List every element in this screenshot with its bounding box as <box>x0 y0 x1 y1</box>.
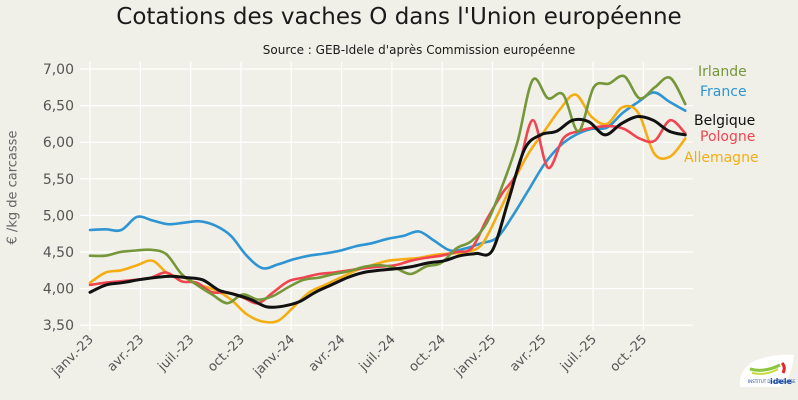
y-tick-label: 4,00 <box>43 282 74 298</box>
y-tick-label: 7,00 <box>43 62 74 78</box>
x-axis-ticks: janv.-23 avr.-23 juil.-23 oct.-23 janv.-24 av… <box>49 332 650 380</box>
x-tick-label: avr.-23 <box>105 332 148 375</box>
legend-pologne: Pologne <box>700 129 755 145</box>
x-tick-label: oct.-25 <box>607 332 650 375</box>
data-series <box>88 74 687 324</box>
y-tick-label: 5,50 <box>43 172 74 188</box>
x-tick-label: juil.-23 <box>155 332 198 375</box>
series-line-irlande <box>88 74 687 305</box>
legend-belgique: Belgique <box>694 113 755 129</box>
svg-text:idele: idele <box>770 377 793 386</box>
x-tick-label: avr.-24 <box>306 332 349 375</box>
x-tick-label: juil.-24 <box>356 332 399 375</box>
chart-subtitle: Source : GEB-Idele d'après Commission eu… <box>262 43 576 57</box>
legend-france: France <box>700 84 747 100</box>
y-tick-label: 4,50 <box>43 245 74 261</box>
y-tick-label: 6,50 <box>43 99 74 115</box>
legend-allemagne: Allemagne <box>684 150 759 166</box>
y-axis-ticks: 3,50 4,00 4,50 5,00 5,50 6,00 6,50 7,00 <box>43 62 74 334</box>
x-tick-label: janv.-23 <box>49 332 97 380</box>
x-tick-label: oct.-23 <box>205 332 248 375</box>
series-line-belgique <box>88 114 687 309</box>
x-tick-label: juil.-25 <box>557 332 600 375</box>
y-tick-label: 3,50 <box>43 318 74 334</box>
chart-title: Cotations des vaches O dans l'Union euro… <box>116 4 682 30</box>
grid-lines <box>80 62 693 330</box>
svg-text:INSTITUT DE L'ÉLEVAGE: INSTITUT DE L'ÉLEVAGE <box>748 379 796 384</box>
y-tick-label: 5,00 <box>43 208 74 224</box>
x-tick-label: janv.-25 <box>451 332 499 380</box>
x-tick-label: oct.-24 <box>406 332 449 375</box>
idele-logo: INSTITUT DE L'ÉLEVAGE idele <box>736 351 796 391</box>
legend-irlande: Irlande <box>698 64 747 80</box>
y-tick-label: 6,00 <box>43 135 74 151</box>
series-line-france <box>88 91 687 270</box>
x-tick-label: janv.-24 <box>250 332 298 380</box>
x-tick-label: avr.-25 <box>507 332 550 375</box>
